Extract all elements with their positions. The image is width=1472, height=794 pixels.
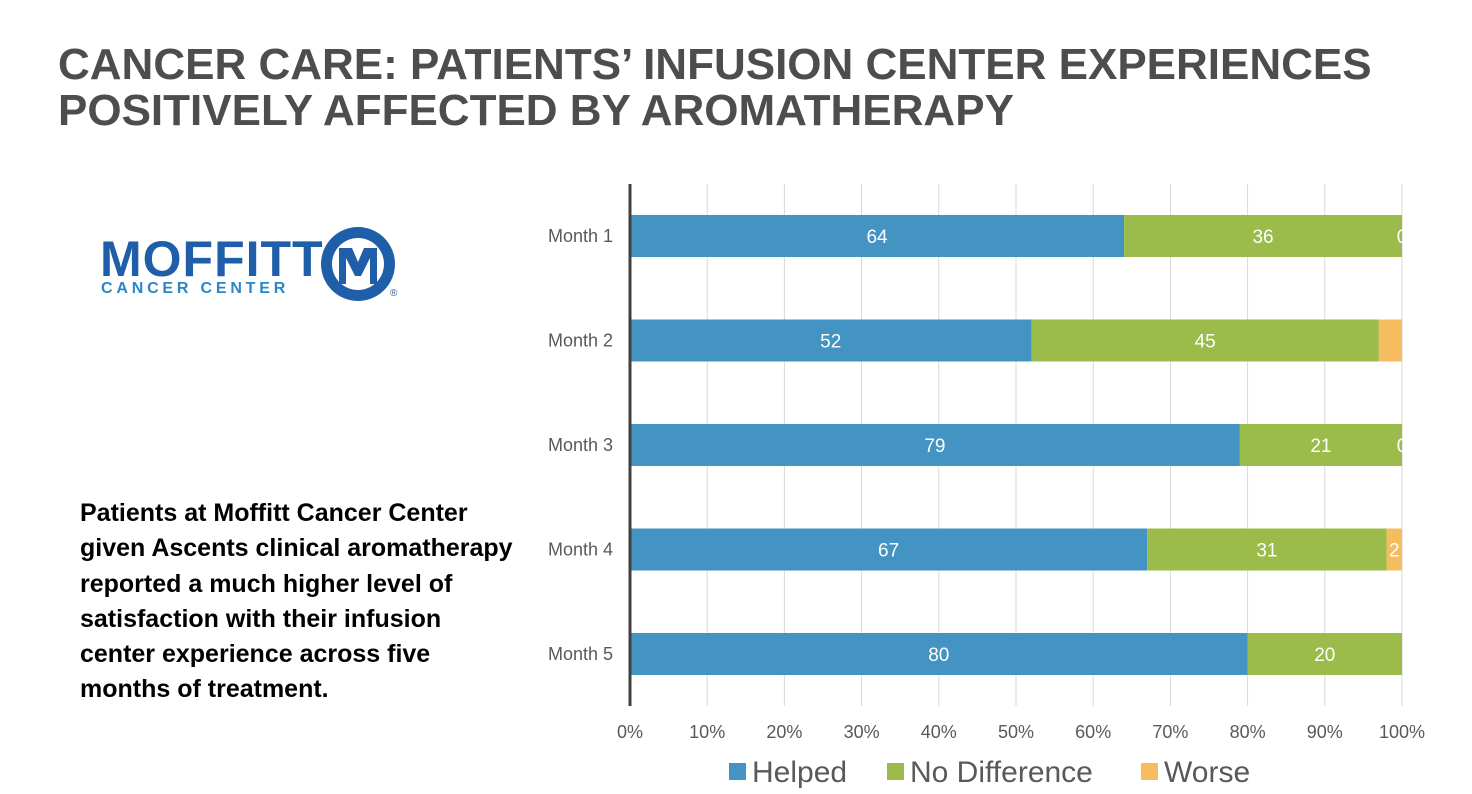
bar-worse bbox=[1386, 528, 1402, 571]
data-label: 0 bbox=[1397, 227, 1408, 248]
legend-swatch bbox=[887, 763, 904, 780]
x-tick-label: 80% bbox=[1230, 722, 1266, 742]
x-tick-label: 100% bbox=[1379, 722, 1425, 742]
category-label: Month 3 bbox=[548, 435, 613, 455]
x-tick-label: 50% bbox=[998, 722, 1034, 742]
data-label: 64 bbox=[866, 227, 888, 248]
bar-no-difference bbox=[1239, 424, 1402, 466]
registered-mark: ® bbox=[390, 288, 398, 299]
x-tick-label: 10% bbox=[689, 722, 725, 742]
category-label: Month 1 bbox=[548, 226, 613, 246]
data-label: 45 bbox=[1195, 332, 1216, 353]
legend-swatch bbox=[1141, 763, 1158, 780]
x-tick-label: 20% bbox=[766, 722, 802, 742]
logo-subtitle: CANCER CENTER bbox=[101, 280, 290, 297]
bar-no-difference bbox=[1124, 215, 1402, 257]
data-label: 80 bbox=[928, 645, 949, 666]
moffitt-logo: MOFFITT CANCER CENTER ® bbox=[100, 222, 410, 306]
x-tick-label: 30% bbox=[844, 722, 880, 742]
data-label: 0 bbox=[1397, 436, 1408, 457]
legend-label: No Difference bbox=[910, 756, 1093, 789]
data-label: 20 bbox=[1314, 645, 1335, 666]
bar-no-difference bbox=[1031, 319, 1379, 362]
legend-label: Worse bbox=[1164, 756, 1250, 789]
legend-label: Helped bbox=[752, 756, 847, 789]
data-label: 31 bbox=[1256, 541, 1277, 562]
bar-helped bbox=[630, 215, 1125, 257]
bar-helped bbox=[630, 424, 1240, 466]
moffitt-m-logo-icon bbox=[321, 227, 395, 301]
x-tick-label: 40% bbox=[921, 722, 957, 742]
legend-swatch bbox=[729, 763, 746, 780]
category-label: Month 4 bbox=[548, 540, 613, 560]
bar-worse bbox=[1378, 319, 1402, 362]
category-label: Month 2 bbox=[548, 331, 613, 351]
bar-helped bbox=[630, 319, 1032, 362]
data-label: 36 bbox=[1252, 227, 1273, 248]
title-line-2: POSITIVELY AFFECTED BY AROMATHERAPY bbox=[58, 86, 1014, 135]
x-tick-label: 90% bbox=[1307, 722, 1343, 742]
data-label: 52 bbox=[820, 332, 841, 353]
x-tick-label: 0% bbox=[617, 722, 643, 742]
bar-no-difference bbox=[1247, 633, 1402, 675]
data-label: 2 bbox=[1389, 541, 1400, 562]
description-text: Patients at Moffitt Cancer Center given … bbox=[80, 499, 513, 704]
x-tick-label: 70% bbox=[1152, 722, 1188, 742]
category-label: Month 5 bbox=[548, 644, 613, 664]
x-tick-label: 60% bbox=[1075, 722, 1111, 742]
data-label: 67 bbox=[878, 541, 899, 562]
data-label: 79 bbox=[924, 436, 945, 457]
bar-no-difference bbox=[1147, 528, 1387, 571]
page-title: CANCER CARE: PATIENTS’ INFUSION CENTER E… bbox=[58, 42, 1448, 134]
logo-name: MOFFITT bbox=[100, 231, 324, 287]
bar-helped bbox=[630, 633, 1248, 675]
data-label: 21 bbox=[1310, 436, 1331, 457]
bar-helped bbox=[630, 528, 1148, 571]
title-line-1: CANCER CARE: PATIENTS’ INFUSION CENTER E… bbox=[58, 40, 1372, 89]
